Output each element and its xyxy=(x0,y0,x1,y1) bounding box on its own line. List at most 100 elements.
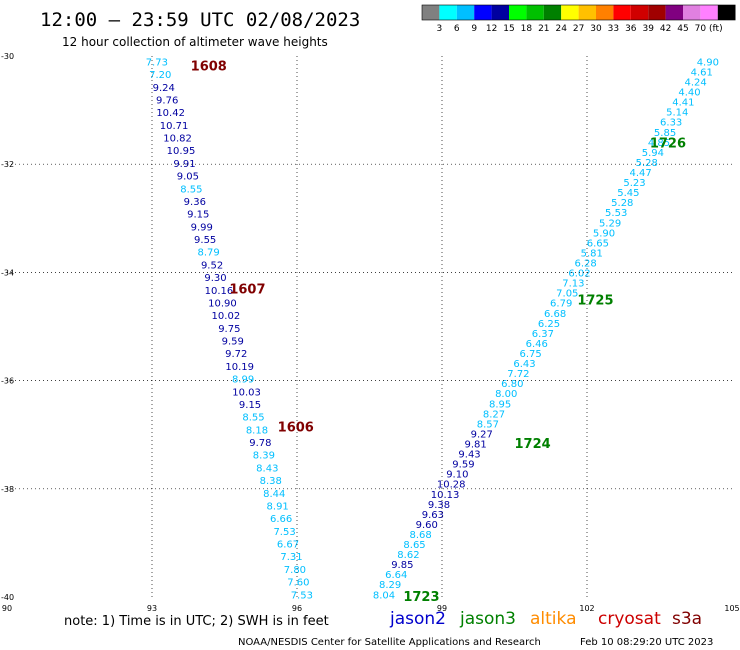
wave-height-value: 8.00 xyxy=(495,389,517,400)
wave-height-value: 8.39 xyxy=(253,451,275,462)
satellite-legend: jason2 jason3 altika cryosat s3a xyxy=(389,609,702,629)
colorbar-frame xyxy=(421,4,736,21)
colorbar-swatch xyxy=(596,5,614,20)
colorbar-label: 24 xyxy=(555,24,567,34)
wave-height-value: 10.13 xyxy=(431,490,460,501)
wave-height-value: 9.75 xyxy=(218,324,240,335)
wave-height-value: 9.85 xyxy=(391,560,413,571)
wave-height-value: 9.55 xyxy=(194,235,216,246)
wave-height-value: 6.33 xyxy=(660,118,682,129)
wave-height-value: 7.20 xyxy=(149,70,171,81)
colorbar-label: 36 xyxy=(625,24,637,34)
colorbar-label: 42 xyxy=(660,24,671,34)
wave-height-value: 4.47 xyxy=(629,168,651,179)
axes: 90 93 96 99 102 105 -30 -32 -34 -36 -38 -40 xyxy=(1,52,740,613)
wave-height-value: 7.72 xyxy=(507,369,529,380)
wave-height-value: 5.28 xyxy=(611,198,633,209)
x-tick-label: 99 xyxy=(437,604,447,613)
pass-time-label: 1607 xyxy=(229,283,265,298)
wave-height-value: 7.73 xyxy=(146,57,168,68)
y-tick-label: -38 xyxy=(1,485,14,494)
wave-height-value: 9.15 xyxy=(239,400,261,411)
colorbar-label: 3 xyxy=(437,24,443,34)
colorbar-label: 6 xyxy=(454,24,460,34)
colorbar-swatch xyxy=(439,5,457,20)
generated-timestamp: Feb 10 08:29:20 UTC 2023 xyxy=(580,637,713,648)
units-note: note: 1) Time is in UTC; 2) SWH is in fe… xyxy=(64,614,329,629)
legend-altika: altika xyxy=(530,609,577,629)
wave-height-value: 5.85 xyxy=(654,128,676,139)
legend-s3a: s3a xyxy=(672,609,702,629)
wave-height-value: 9.24 xyxy=(153,83,175,94)
colorbar-swatch xyxy=(683,5,701,20)
wave-height-value: 8.62 xyxy=(397,550,419,561)
wave-height-value: 10.90 xyxy=(208,298,237,309)
chart-title: 12:00 — 23:59 UTC 02/08/2023 xyxy=(40,9,360,31)
wave-height-value: 8.79 xyxy=(197,248,219,259)
wave-height-value: 4.90 xyxy=(697,57,719,68)
wave-height-value: 8.18 xyxy=(246,425,268,436)
wave-height-value: 8.68 xyxy=(410,530,432,541)
legend-cryosat: cryosat xyxy=(598,609,661,629)
wave-height-value: 5.45 xyxy=(617,188,639,199)
wave-height-value: 9.27 xyxy=(471,429,493,440)
wave-height-value: 10.82 xyxy=(163,134,192,145)
wave-height-value: 8.65 xyxy=(403,540,425,551)
wave-height-value: 8.04 xyxy=(373,590,395,601)
wave-height-value: 9.43 xyxy=(458,450,480,461)
legend-jason2: jason2 xyxy=(389,609,446,629)
wave-height-value: 7.80 xyxy=(284,565,306,576)
wave-height-value: 9.76 xyxy=(156,95,178,106)
colorbar-label: 33 xyxy=(608,24,619,34)
wave-height-value: 9.38 xyxy=(428,500,450,511)
wave-height-value: 8.55 xyxy=(242,413,264,424)
wave-height-value: 5.14 xyxy=(666,108,688,119)
y-tick-label: -34 xyxy=(1,268,14,277)
colorbar-label: 12 xyxy=(486,24,497,34)
wave-height-value: 8.43 xyxy=(256,463,278,474)
colorbar-swatch xyxy=(578,5,596,20)
wave-height-value: 6.46 xyxy=(526,339,548,350)
pass-time-label: 1608 xyxy=(191,60,227,75)
chart-subtitle: 12 hour collection of altimeter wave hei… xyxy=(62,35,328,49)
wave-height-value: 6.65 xyxy=(587,238,609,249)
wave-height-value: 5.94 xyxy=(642,148,664,159)
pass-time-label: 1726 xyxy=(650,137,686,152)
wave-height-value: 6.64 xyxy=(385,570,407,581)
x-tick-label: 102 xyxy=(579,604,594,613)
wave-height-value: 6.25 xyxy=(538,319,560,330)
y-tick-label: -36 xyxy=(1,377,14,386)
x-tick-label: 93 xyxy=(147,604,157,613)
colorbar-swatch xyxy=(456,5,475,20)
wave-height-value: 10.03 xyxy=(232,387,261,398)
wave-height-value: 6.68 xyxy=(544,309,566,320)
wave-height-value: 9.15 xyxy=(187,210,209,221)
wave-height-value: 9.59 xyxy=(222,337,244,348)
wave-height-value: 8.27 xyxy=(483,409,505,420)
wave-height-value: 4.40 xyxy=(678,88,700,99)
pass-time-label: 1724 xyxy=(515,437,551,452)
colorbar-swatch xyxy=(491,5,509,20)
y-tick-label: -32 xyxy=(1,160,14,169)
wave-height-value: 5.53 xyxy=(605,208,627,219)
wave-height-value: 6.66 xyxy=(270,514,292,525)
wave-height-value: 8.57 xyxy=(477,419,499,430)
pass-time-label: 1723 xyxy=(403,590,439,605)
wave-height-value: 5.23 xyxy=(623,178,645,189)
colorbar-label: 9 xyxy=(471,24,477,34)
wave-height-value: 6.75 xyxy=(520,349,542,360)
wave-height-value: 6.43 xyxy=(513,359,535,370)
wave-height-value: 10.42 xyxy=(156,108,185,119)
wave-height-value: 10.95 xyxy=(167,146,196,157)
wave-height-value: 9.99 xyxy=(191,222,213,233)
colorbar-label: 15 xyxy=(503,24,514,34)
colorbar-label: 21 xyxy=(538,24,549,34)
wave-height-value: 10.19 xyxy=(225,362,254,373)
wave-height-value: 6.02 xyxy=(568,269,590,280)
colorbar-swatch xyxy=(422,5,440,20)
wave-height-value: 9.59 xyxy=(452,460,474,471)
colorbar-swatch xyxy=(509,5,527,20)
wave-height-value: 8.44 xyxy=(263,489,285,500)
